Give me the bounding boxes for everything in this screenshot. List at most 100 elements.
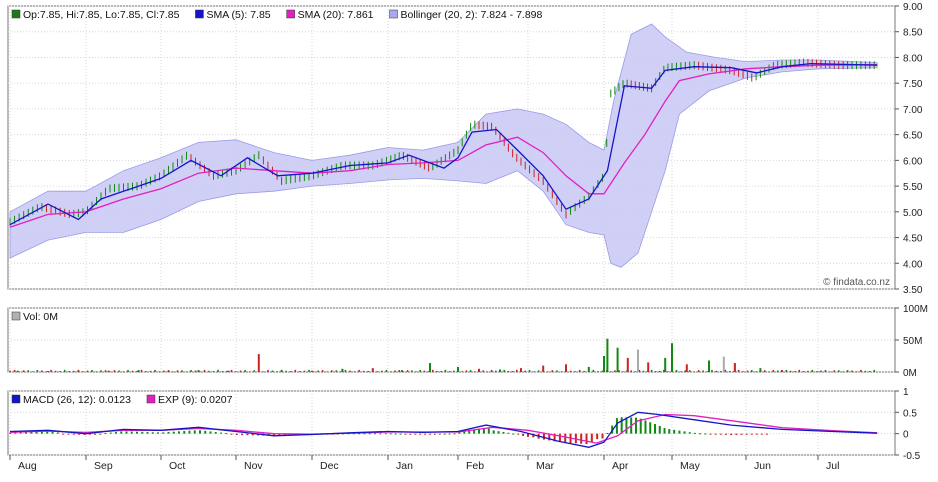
volume-bar	[131, 370, 134, 372]
macd-histogram-bar	[765, 433, 768, 435]
macd-histogram-bar	[755, 433, 758, 435]
volume-bar	[330, 370, 333, 372]
macd-histogram-bar	[625, 417, 628, 434]
macd-histogram-bar	[283, 433, 286, 436]
macd-histogram-bar	[463, 431, 466, 434]
volume-bar	[371, 368, 374, 372]
volume-bar	[482, 370, 484, 372]
volume-bar	[715, 370, 718, 372]
volume-bar	[367, 370, 370, 372]
x-tick-label: Sep	[94, 460, 113, 472]
volume-bar	[654, 370, 657, 372]
macd-histogram-bar	[719, 433, 722, 435]
volume-bar	[181, 370, 183, 372]
macd-histogram-bar	[204, 430, 207, 434]
macd-histogram-bar	[251, 433, 254, 436]
volume-bar	[601, 370, 604, 372]
volume-panel: 100M 50M 0M Vol: 0M	[7, 304, 928, 379]
macd-histogram-bar	[24, 431, 27, 434]
volume-bar	[469, 370, 472, 372]
volume-bar	[642, 370, 645, 372]
macd-histogram-bar	[125, 431, 128, 434]
volume-bar	[448, 371, 451, 372]
macd-histogram-bar	[278, 433, 281, 436]
macd-histogram-bar	[220, 432, 222, 434]
volume-bar	[326, 371, 328, 372]
volume-bar	[262, 371, 265, 372]
macd-histogram-bar	[225, 433, 228, 435]
volume-bar	[537, 370, 540, 372]
macd-histogram-bar	[553, 433, 556, 442]
volume-bar	[401, 370, 403, 372]
volume-bar	[341, 368, 344, 372]
watermark-text: © findata.co.nz	[823, 277, 890, 288]
price-legend-swatch	[11, 9, 21, 19]
macd-histogram-bar	[72, 433, 75, 435]
macd-histogram-bar	[141, 431, 144, 434]
macd-histogram-bar	[19, 431, 22, 434]
volume-bar	[829, 371, 831, 372]
volume-bar	[560, 371, 563, 372]
volume-bar	[140, 369, 143, 372]
volume-bar	[873, 369, 876, 372]
volume-bar	[308, 369, 310, 372]
volume-bar	[289, 371, 292, 372]
price-y-tick-label: 8.50	[903, 28, 923, 39]
volume-bar	[603, 356, 605, 372]
macd-legend-label: EXP (9): 0.0207	[158, 394, 233, 406]
volume-bar	[811, 369, 814, 372]
macd-y-tick-label: 0	[903, 430, 909, 441]
volume-bar	[763, 370, 766, 372]
price-y-tick-label: 5.50	[903, 182, 923, 193]
volume-bar	[457, 366, 459, 372]
volume-y-tick-label: 100M	[903, 304, 928, 315]
volume-bar	[16, 370, 19, 372]
volume-bar	[667, 371, 669, 372]
price-legend-label: SMA (5): 7.85	[206, 9, 270, 21]
volume-bar	[398, 370, 400, 372]
volume-bar	[427, 371, 430, 372]
volume-bar	[606, 338, 609, 372]
volume-bar	[697, 370, 700, 372]
x-tick-label: Feb	[466, 460, 484, 472]
macd-legend-item: MACD (26, 12): 0.0123	[11, 394, 131, 406]
macd-y-tick-label: 0.5	[903, 408, 917, 419]
macd-histogram-bar	[374, 433, 377, 435]
sma5-line	[9, 62, 878, 226]
macd-histogram-bar	[673, 429, 676, 434]
macd-histogram-bar	[760, 433, 763, 435]
volume-bar	[50, 369, 52, 372]
macd-histogram-bar	[193, 430, 196, 434]
price-legend-item: SMA (20): 7.861	[286, 9, 374, 21]
macd-histogram-bar	[492, 430, 495, 434]
macd-histogram-bar	[88, 433, 91, 435]
x-tick-label: Mar	[536, 460, 555, 472]
volume-bar	[478, 368, 480, 372]
volume-bar	[429, 363, 431, 372]
macd-histogram-bar	[683, 431, 686, 434]
volume-bar	[411, 370, 413, 372]
macd-histogram-bar	[478, 428, 480, 434]
volume-bar	[578, 369, 581, 372]
volume-bar	[638, 369, 641, 372]
volume-bar	[271, 370, 274, 372]
volume-bar	[36, 370, 39, 372]
volume-legend-item: Vol: 0M	[11, 311, 58, 323]
macd-histogram-bar	[404, 433, 407, 435]
macd-panel: 1 0.5 0 -0.5 MACD (26, 12): 0.0123 EXP (9): 0…	[7, 387, 921, 462]
price-legend-label: Op:7.85, Hi:7.85, Lo:7.85, Cl:7.85	[23, 9, 180, 21]
volume-bar	[474, 371, 476, 372]
volume-bar	[728, 371, 731, 372]
volume-bar	[634, 371, 637, 372]
macd-histogram-bar	[199, 430, 201, 434]
volume-bar	[122, 371, 125, 372]
price-y-tick-label: 5.00	[903, 208, 923, 219]
macd-histogram-bar	[9, 432, 11, 434]
volume-bar	[520, 368, 522, 372]
macd-histogram-bar	[663, 428, 666, 434]
volume-bar	[321, 370, 324, 372]
volume-bar	[118, 370, 120, 372]
macd-histogram-bar	[704, 433, 707, 435]
volume-bar	[569, 370, 572, 372]
macd-histogram-bar	[482, 427, 485, 434]
